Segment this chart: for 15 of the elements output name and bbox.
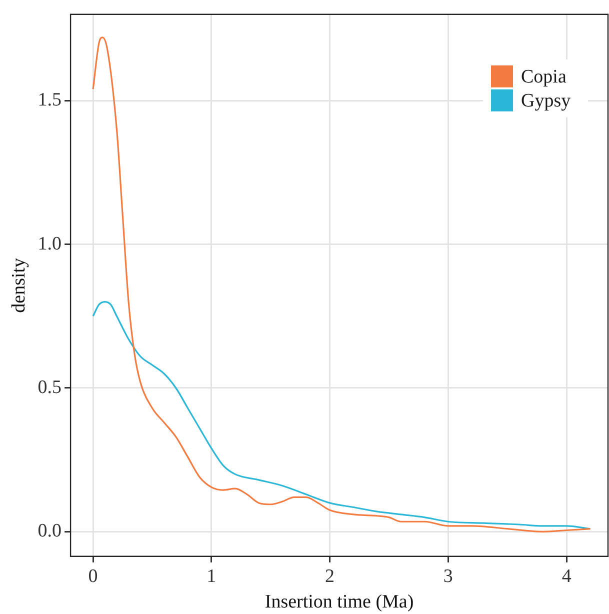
x-axis-title: Insertion time (Ma): [264, 592, 414, 613]
x-tick-label: 1: [206, 566, 216, 587]
y-tick-label: 1.0: [38, 233, 62, 254]
x-tick-label: 3: [443, 566, 453, 587]
x-tick-label: 2: [325, 566, 335, 587]
x-tick-label: 4: [562, 566, 572, 587]
legend-label: Gypsy: [521, 90, 572, 112]
line-series: [92, 300, 592, 530]
legend-label: Copia: [521, 66, 567, 88]
y-tick-label: 0.5: [38, 376, 62, 398]
x-tick-label: 0: [88, 566, 98, 587]
y-tick-label: 0.0: [38, 520, 62, 542]
line-series: [92, 36, 592, 532]
y-axis-title: density: [8, 257, 30, 313]
y-tick-label: 1.5: [38, 90, 62, 111]
